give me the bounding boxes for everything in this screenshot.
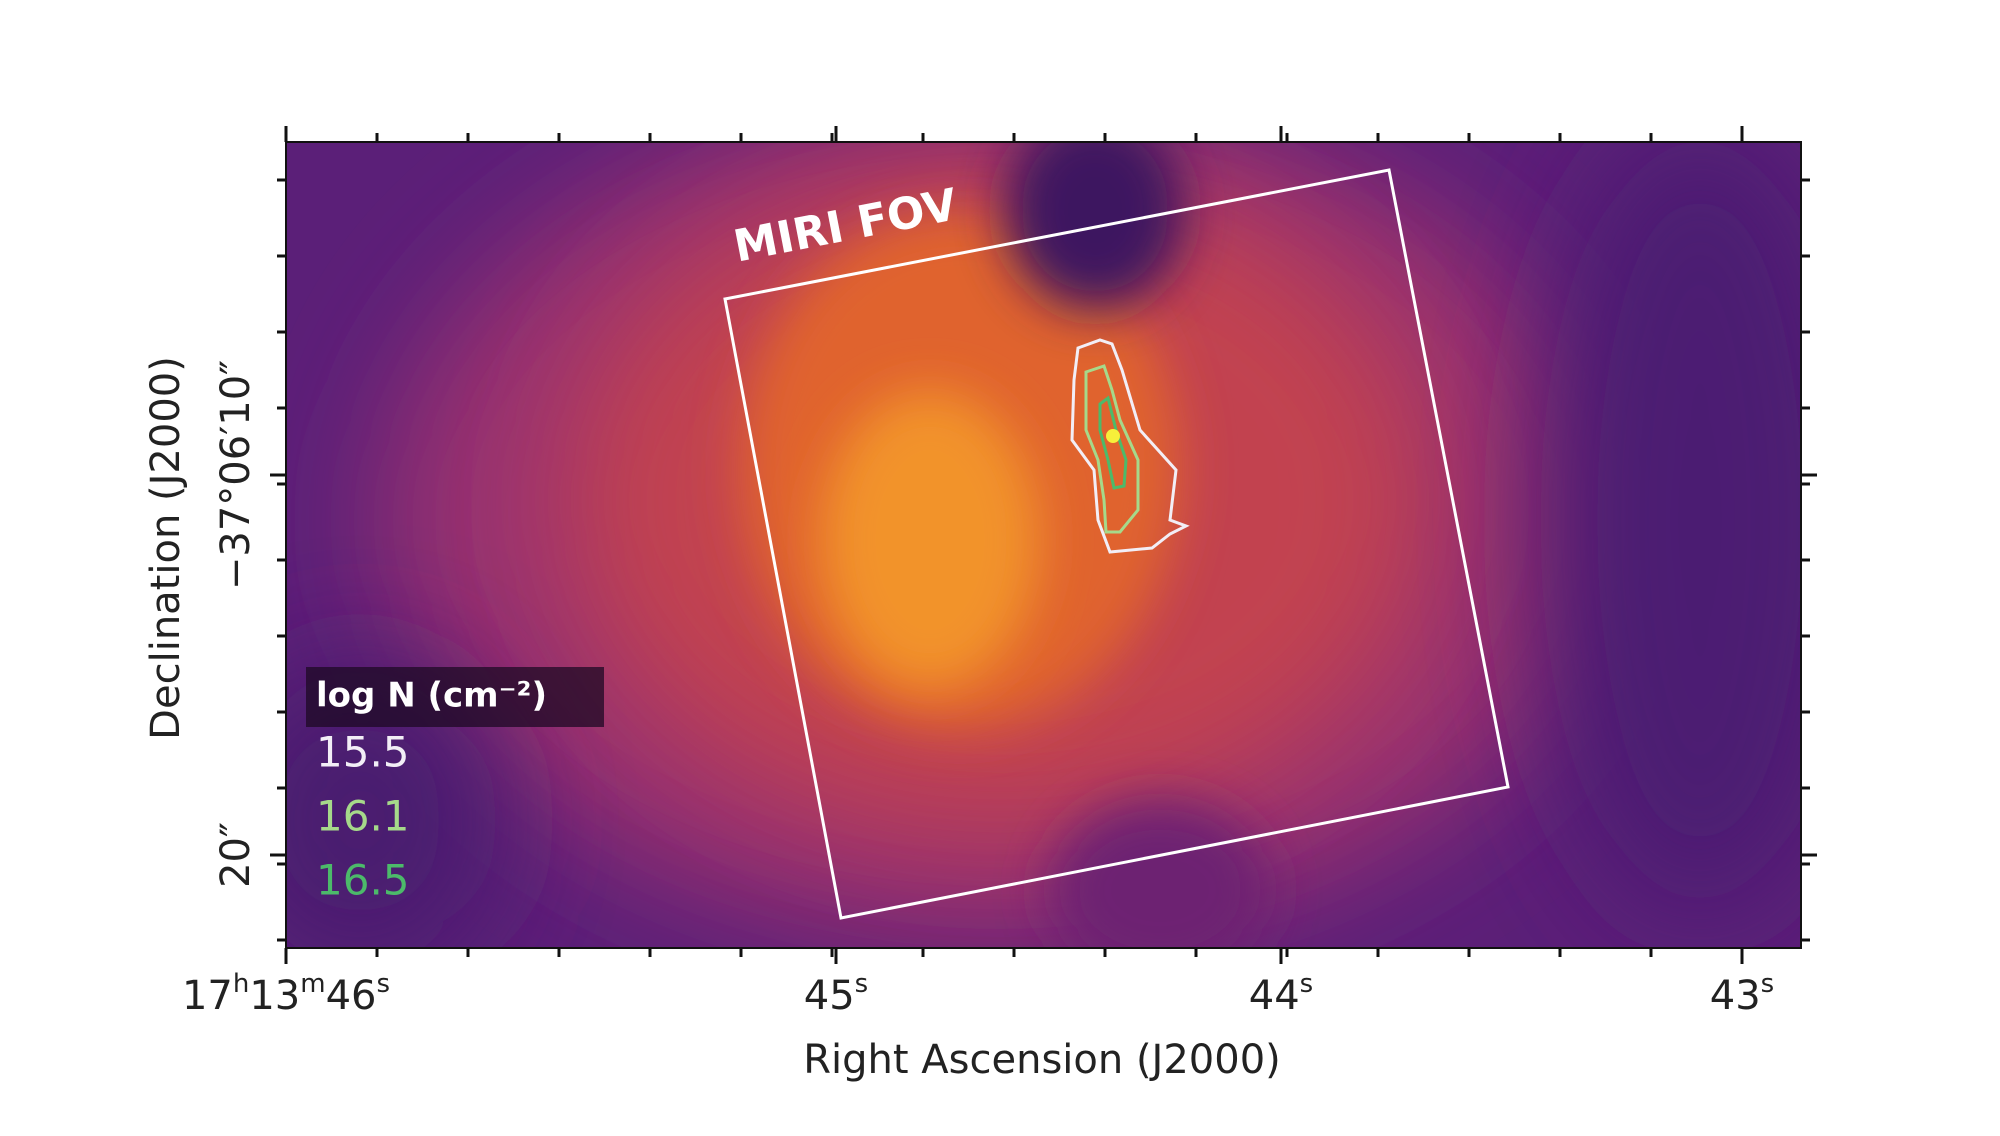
legend-title: log N (cm⁻²) xyxy=(316,676,547,716)
superscript: s xyxy=(855,969,869,999)
tick-text: 17 xyxy=(182,973,233,1019)
y-tick-label: −37°06′10″ xyxy=(213,360,259,590)
superscript: s xyxy=(1761,969,1775,999)
x-tick-label: 45s xyxy=(804,969,868,1020)
tick-text: 45 xyxy=(804,973,855,1019)
legend-box xyxy=(306,667,604,727)
axes-frame xyxy=(285,141,1802,949)
tick-text: 43 xyxy=(1710,973,1761,1019)
legend-level: 16.1 xyxy=(316,792,410,841)
nebula-image xyxy=(286,142,1801,948)
y-tick-label: 20″ xyxy=(213,822,259,888)
x-tick-label: 17h13m46s xyxy=(182,969,390,1020)
x-axis-label: Right Ascension (J2000) xyxy=(803,1037,1281,1083)
x-tick-label: 44s xyxy=(1249,969,1313,1020)
contour-mid xyxy=(1084,364,1140,534)
source-marker xyxy=(1106,429,1120,443)
contour-low xyxy=(1070,338,1190,554)
contour-high xyxy=(1098,395,1128,490)
miri-fov-box xyxy=(723,168,1510,920)
legend-level: 15.5 xyxy=(316,728,410,777)
x-tick-label: 43s xyxy=(1710,969,1774,1020)
tick-text: 44 xyxy=(1249,973,1300,1019)
superscript: m xyxy=(300,969,325,999)
superscript: h xyxy=(233,969,249,999)
y-axis-label: Declination (J2000) xyxy=(143,356,189,740)
tick-text: 46 xyxy=(326,973,377,1019)
tick-text: 13 xyxy=(249,973,300,1019)
tick-marks xyxy=(270,126,1817,964)
legend-level: 16.5 xyxy=(316,856,410,905)
superscript: s xyxy=(1300,969,1314,999)
superscript: s xyxy=(376,969,390,999)
